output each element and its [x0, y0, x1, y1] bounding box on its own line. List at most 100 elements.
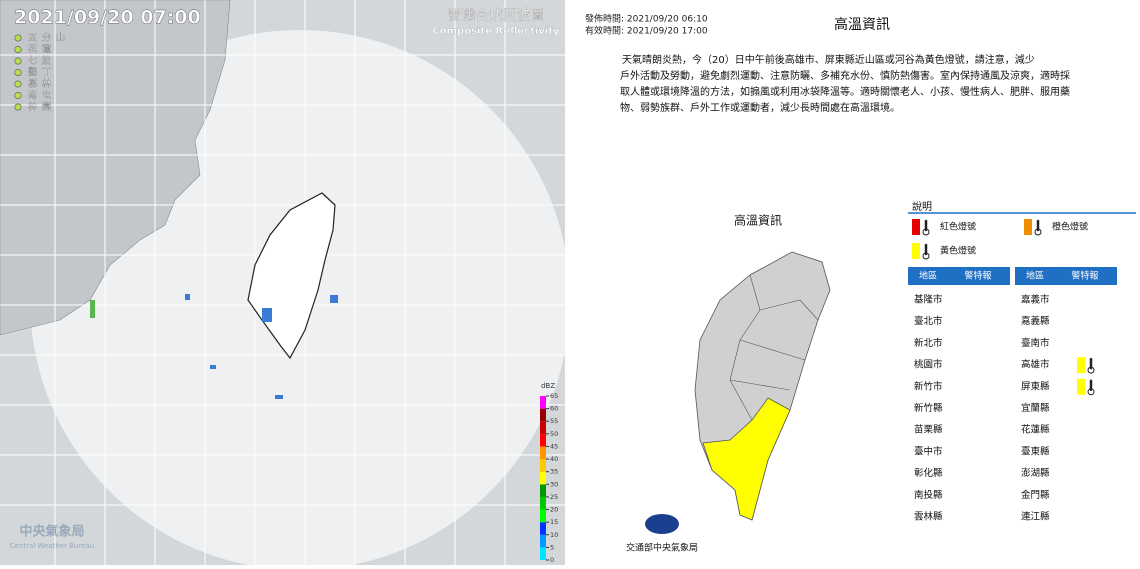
area-name: 宜蘭縣	[1021, 402, 1050, 414]
station-dot	[14, 34, 22, 42]
area-name: 基隆市	[914, 294, 943, 306]
issued: 發佈時間: 2021/09/20 06:10	[585, 13, 708, 25]
timestamp: 2021/09/20 07:00	[14, 7, 201, 29]
area-name: 新北市	[914, 337, 943, 349]
table-header: 地區	[919, 270, 937, 282]
table-header-bg	[908, 267, 1010, 285]
colorbar-label: 0	[550, 556, 554, 564]
area-name: 屏東縣	[1021, 380, 1050, 392]
paragraph-line: 戶外活動及勞動，避免劇烈運動、注意防曬、多補充水份、慎防熱傷害。室內保持通風及涼…	[620, 69, 1070, 82]
station-name: 林園	[28, 101, 56, 113]
area-name: 臺中市	[914, 445, 943, 457]
warning-title: 高溫資訊	[834, 16, 890, 33]
station-name: 七股	[28, 56, 56, 67]
level-icon	[912, 219, 920, 235]
table-header: 地區	[1026, 270, 1044, 282]
paragraph-line: 物、弱勢族群、戶外工作或運動者，減少長時間處在高溫環境。	[620, 101, 900, 114]
area-name: 澎湖縣	[1021, 467, 1050, 479]
legend-label: 紅色燈號	[940, 221, 976, 233]
table-header: 警特報	[1071, 270, 1098, 282]
station-name: 墾丁	[28, 66, 56, 78]
colorbar-unit: dBZ	[541, 382, 555, 390]
cwb-logo	[645, 514, 679, 534]
colorbar-label: 50	[550, 430, 558, 438]
station-name: 樹林	[28, 78, 56, 90]
paragraph-line: 取人體或環境降溫的方法，如搧風或利用冰袋降溫等。適時關懷老人、小孩、慢性病人、肥…	[620, 85, 1070, 98]
area-name: 嘉義縣	[1021, 315, 1050, 327]
footer: 交通部中央氣象局	[626, 542, 698, 554]
colorbar-segment	[540, 547, 546, 560]
station-name: 南屯	[28, 89, 56, 101]
area-name: 新竹縣	[914, 402, 943, 414]
table-header-bg	[1015, 267, 1117, 285]
colorbar-label: 5	[550, 543, 554, 551]
colorbar-label: 60	[550, 405, 558, 413]
area-name: 連江縣	[1021, 511, 1050, 523]
station-name: 花蓮	[28, 43, 56, 55]
level-icon	[912, 243, 920, 259]
paragraph-line: 天氣晴朗炎熱，今（20）日中午前後高雄市、屏東縣近山區或河谷為黃色燈號，請注意，…	[622, 53, 1035, 66]
station-dot	[14, 92, 22, 100]
station-dot	[14, 103, 22, 111]
station-dot	[14, 45, 22, 53]
radar-subtitle: Composite Reflectivity	[432, 26, 560, 37]
area-name: 花蓮縣	[1021, 424, 1050, 436]
mainland-coast	[0, 0, 231, 336]
area-name: 臺南市	[1021, 337, 1050, 349]
legend-title: 說明	[912, 200, 932, 213]
colorbar-segment	[540, 433, 546, 447]
colorbar-label: 35	[550, 468, 558, 476]
area-name: 新竹市	[914, 380, 943, 392]
legend-label: 黃色燈號	[940, 245, 976, 257]
colorbar-segment	[540, 408, 546, 422]
colorbar-segment	[540, 534, 546, 548]
colorbar-segment	[540, 459, 546, 472]
colorbar-label: 10	[550, 531, 558, 539]
colorbar-label: 65	[550, 392, 558, 400]
echoes	[90, 294, 338, 399]
colorbar-label: 25	[550, 493, 558, 501]
colorbar-segment	[540, 496, 546, 510]
colorbar-segment	[540, 421, 546, 434]
thermometer-bulb	[922, 228, 930, 236]
area-name: 南投縣	[914, 489, 943, 501]
area-name: 高雄市	[1021, 359, 1050, 371]
station-dot	[14, 80, 22, 88]
county-borders	[729, 274, 819, 421]
thermometer-bulb	[1087, 388, 1095, 396]
colorbar-label: 30	[550, 480, 558, 488]
colorbar-segment	[540, 446, 546, 460]
colorbar-segment	[540, 484, 546, 497]
level-icon	[1077, 378, 1085, 395]
area-name: 臺東縣	[1021, 445, 1050, 457]
colorbar-segment	[540, 471, 546, 485]
thermometer-bulb	[1087, 366, 1095, 374]
area-name: 臺北市	[914, 315, 943, 327]
area-name: 金門縣	[1021, 489, 1050, 501]
thermometer-bulb	[922, 252, 930, 260]
divider	[565, 0, 570, 565]
level-icon	[1024, 219, 1032, 235]
colorbar-segment	[540, 509, 546, 523]
thermometer-bulb	[1034, 228, 1042, 236]
level-icon	[1077, 357, 1085, 374]
area-name: 桃園市	[914, 359, 943, 371]
colorbar-label: 15	[550, 518, 558, 526]
area-name: 雲林縣	[914, 511, 943, 523]
radar-title: 雷達合成回波圖	[447, 8, 545, 24]
table-header: 警特報	[964, 270, 991, 282]
colorbar-label: 45	[550, 442, 558, 450]
valid: 有效時間: 2021/09/20 17:00	[585, 25, 708, 37]
station-dot	[14, 69, 22, 77]
colorbar-label: 20	[550, 506, 558, 514]
area-name: 苗栗縣	[914, 425, 943, 436]
colorbar-segment	[540, 522, 546, 535]
colorbar-label: 55	[550, 417, 558, 425]
station-name: 五分山	[28, 33, 70, 44]
logo: 中央氣象局	[19, 524, 84, 540]
legend-label: 橙色燈號	[1052, 221, 1088, 233]
area-name: 嘉義市	[1021, 294, 1050, 306]
colorbar-segment	[540, 396, 546, 409]
warned-region	[702, 397, 791, 521]
